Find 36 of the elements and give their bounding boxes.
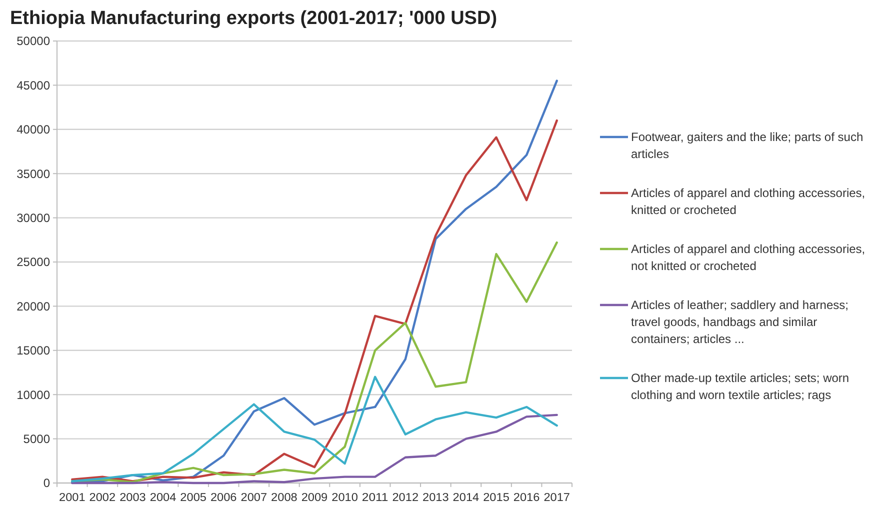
x-tick-label: 2002 [89,492,116,504]
x-tick-label: 2001 [59,492,86,504]
legend-label: Articles of apparel and clothing accessories, knitted or crocheted [631,186,866,217]
y-tick-label: 20000 [16,299,50,314]
y-tick-label: 15000 [16,344,50,358]
y-tick-label: 35000 [16,166,50,181]
x-tick-label: 2005 [180,492,206,504]
y-tick-label: 10000 [16,388,50,402]
y-tick-label: 40000 [16,122,50,137]
x-tick-label: 2014 [452,492,480,504]
x-tick-label: 2013 [422,492,449,504]
legend-label: Footwear, gaiters and the like; parts of such articles [631,130,864,161]
x-tick-label: 2012 [392,492,419,504]
legend-label: Articles of apparel and clothing accessories, not knitted or crocheted [631,242,866,273]
line-series [71,414,558,484]
y-tick-label: 5000 [23,432,50,446]
x-tick-label: 2016 [513,492,540,504]
x-tick-label: 2004 [150,492,177,504]
chart-title: Ethiopia Manufacturing exports (2001-2017; '000 USD) [10,8,498,29]
y-tick-label: 45000 [16,78,50,92]
legend-label: Other made-up textile articles; sets; worn clothing and worn textile articles; rags [631,371,850,402]
y-tick-label: 0 [43,476,50,490]
x-tick-label: 2017 [544,492,570,504]
line-series [71,376,558,482]
x-tick-label: 2008 [271,492,298,504]
x-tick-label: 2015 [483,492,510,504]
x-tick-label: 2009 [301,492,328,504]
y-tick-label: 50000 [16,34,50,48]
x-tick-label: 2006 [210,492,237,504]
x-tick-label: 2007 [240,492,268,504]
x-tick-label: 2011 [362,492,388,504]
x-tick-label: 2003 [120,492,146,504]
legend-label: Articles of leather; saddlery and harness; travel goods, handbags and similar containers; articles ... [631,298,848,346]
x-tick-label: 2010 [332,492,358,504]
y-tick-label: 30000 [16,211,50,225]
y-tick-label: 25000 [16,255,50,270]
